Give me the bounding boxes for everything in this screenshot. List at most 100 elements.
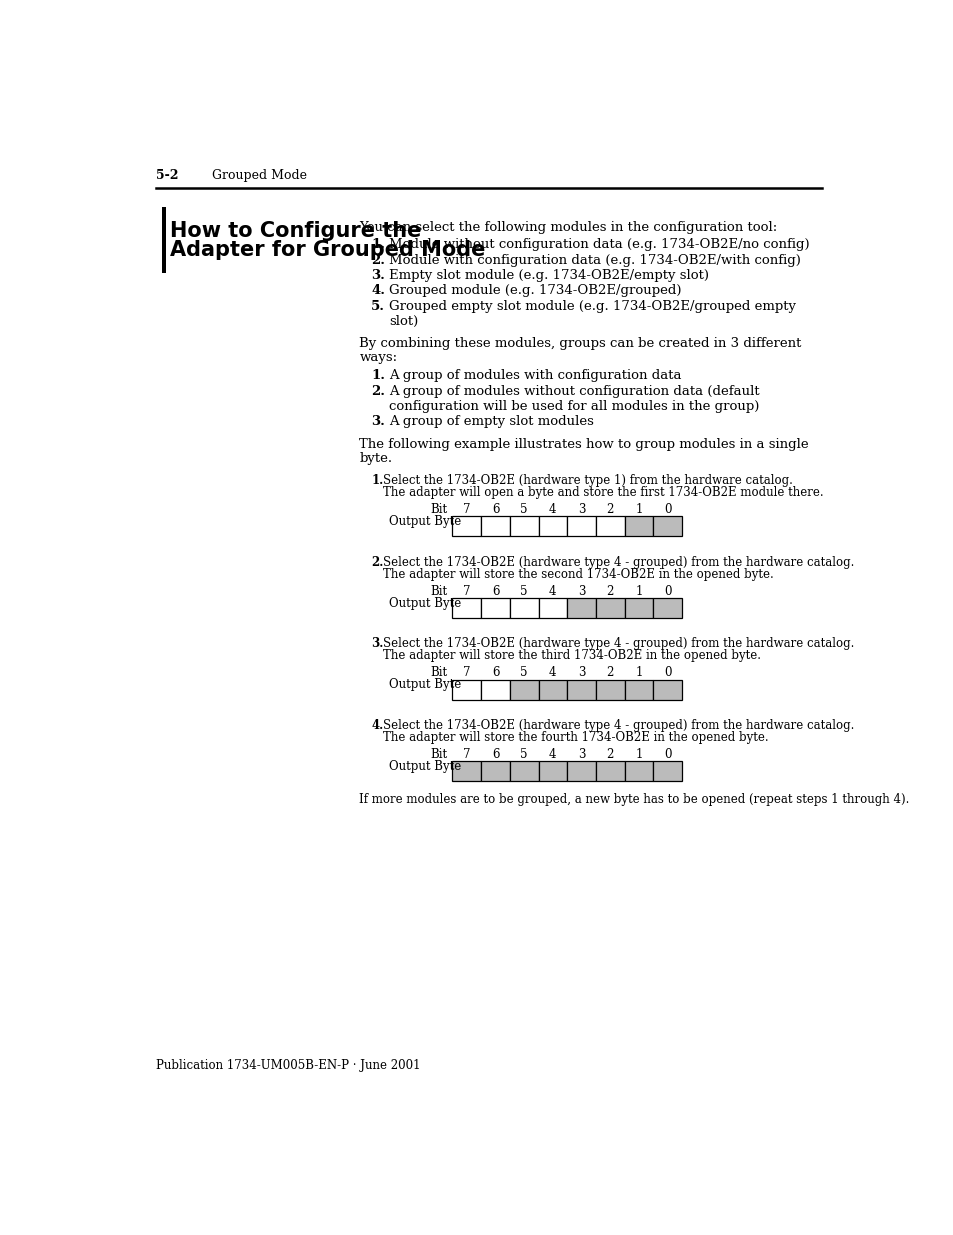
Text: 7: 7 <box>462 667 470 679</box>
Text: 2: 2 <box>606 503 614 516</box>
Text: A group of modules with configuration data: A group of modules with configuration da… <box>389 369 680 382</box>
Bar <box>596 598 624 618</box>
Text: 2: 2 <box>606 667 614 679</box>
Text: slot): slot) <box>389 315 417 329</box>
Bar <box>624 598 653 618</box>
Bar <box>509 679 537 699</box>
Text: 5-2: 5-2 <box>155 169 178 182</box>
Text: Grouped module (e.g. 1734-OB2E/grouped): Grouped module (e.g. 1734-OB2E/grouped) <box>389 284 680 298</box>
Bar <box>567 679 596 699</box>
Bar <box>162 207 166 273</box>
Text: Output Byte: Output Byte <box>389 597 460 610</box>
Bar <box>480 679 509 699</box>
Text: Bit: Bit <box>431 503 448 516</box>
Bar <box>653 516 681 536</box>
Text: 3.: 3. <box>371 269 385 282</box>
Text: 1.: 1. <box>371 474 383 487</box>
Text: 2: 2 <box>606 585 614 598</box>
Text: 3: 3 <box>578 667 585 679</box>
Text: 4: 4 <box>549 748 556 761</box>
Text: 7: 7 <box>462 585 470 598</box>
Text: How to Configure the: How to Configure the <box>171 221 421 241</box>
Bar <box>624 761 653 782</box>
Bar <box>567 598 596 618</box>
Text: 0: 0 <box>663 667 671 679</box>
Text: If more modules are to be grouped, a new byte has to be opened (repeat steps 1 t: If more modules are to be grouped, a new… <box>359 793 909 805</box>
Text: 1.: 1. <box>371 238 385 251</box>
Bar <box>537 679 567 699</box>
Text: 4: 4 <box>549 667 556 679</box>
Text: 3: 3 <box>578 503 585 516</box>
Text: The adapter will store the fourth 1734-OB2E in the opened byte.: The adapter will store the fourth 1734-O… <box>382 731 767 745</box>
Text: byte.: byte. <box>359 452 393 466</box>
Bar <box>653 679 681 699</box>
Text: Select the 1734-OB2E (hardware type 4 - grouped) from the hardware catalog.: Select the 1734-OB2E (hardware type 4 - … <box>382 637 853 650</box>
Text: 3.: 3. <box>371 637 383 650</box>
Text: 6: 6 <box>491 748 498 761</box>
Text: 6: 6 <box>491 585 498 598</box>
Text: 6: 6 <box>491 667 498 679</box>
Bar <box>480 761 509 782</box>
Text: 4.: 4. <box>371 719 383 732</box>
Text: Adapter for Grouped Mode: Adapter for Grouped Mode <box>171 240 485 259</box>
Text: The adapter will store the third 1734-OB2E in the opened byte.: The adapter will store the third 1734-OB… <box>382 650 760 662</box>
Bar <box>452 598 480 618</box>
Bar <box>509 516 537 536</box>
Text: Empty slot module (e.g. 1734-OB2E/empty slot): Empty slot module (e.g. 1734-OB2E/empty … <box>389 269 708 282</box>
Bar <box>537 761 567 782</box>
Text: 5: 5 <box>520 585 527 598</box>
Bar <box>537 598 567 618</box>
Text: 5: 5 <box>520 667 527 679</box>
Text: Bit: Bit <box>431 667 448 679</box>
Bar <box>509 598 537 618</box>
Bar <box>537 516 567 536</box>
Text: By combining these modules, groups can be created in 3 different: By combining these modules, groups can b… <box>359 337 801 350</box>
Bar <box>509 761 537 782</box>
Text: 1: 1 <box>635 748 642 761</box>
Text: Publication 1734-UM005B-EN-P · June 2001: Publication 1734-UM005B-EN-P · June 2001 <box>155 1060 419 1072</box>
Text: 2.: 2. <box>371 384 385 398</box>
Bar <box>653 598 681 618</box>
Text: Output Byte: Output Byte <box>389 760 460 773</box>
Bar <box>624 516 653 536</box>
Bar <box>480 598 509 618</box>
Bar <box>452 761 480 782</box>
Text: The adapter will store the second 1734-OB2E in the opened byte.: The adapter will store the second 1734-O… <box>382 568 773 580</box>
Text: 0: 0 <box>663 748 671 761</box>
Bar <box>596 679 624 699</box>
Text: 0: 0 <box>663 585 671 598</box>
Bar <box>624 679 653 699</box>
Text: A group of empty slot modules: A group of empty slot modules <box>389 415 593 429</box>
Text: 2.: 2. <box>371 253 385 267</box>
Bar <box>567 761 596 782</box>
Text: 0: 0 <box>663 503 671 516</box>
Text: Grouped Mode: Grouped Mode <box>212 169 307 182</box>
Text: Select the 1734-OB2E (hardware type 4 - grouped) from the hardware catalog.: Select the 1734-OB2E (hardware type 4 - … <box>382 556 853 568</box>
Bar <box>653 761 681 782</box>
Text: 5: 5 <box>520 748 527 761</box>
Text: You can select the following modules in the configuration tool:: You can select the following modules in … <box>359 221 777 235</box>
Bar <box>452 679 480 699</box>
Text: 2.: 2. <box>371 556 383 568</box>
Bar <box>480 516 509 536</box>
Text: 3: 3 <box>578 585 585 598</box>
Text: 1: 1 <box>635 503 642 516</box>
Text: 1: 1 <box>635 585 642 598</box>
Text: 1: 1 <box>635 667 642 679</box>
Text: Select the 1734-OB2E (hardware type 4 - grouped) from the hardware catalog.: Select the 1734-OB2E (hardware type 4 - … <box>382 719 853 732</box>
Text: 4: 4 <box>549 503 556 516</box>
Text: 1.: 1. <box>371 369 385 382</box>
Text: The following example illustrates how to group modules in a single: The following example illustrates how to… <box>359 438 808 452</box>
Text: 7: 7 <box>462 503 470 516</box>
Text: configuration will be used for all modules in the group): configuration will be used for all modul… <box>389 400 759 412</box>
Text: 5.: 5. <box>371 300 385 312</box>
Text: Output Byte: Output Byte <box>389 678 460 692</box>
Text: Bit: Bit <box>431 748 448 761</box>
Text: 3.: 3. <box>371 415 385 429</box>
Text: 4: 4 <box>549 585 556 598</box>
Bar <box>567 516 596 536</box>
Text: Bit: Bit <box>431 585 448 598</box>
Text: 2: 2 <box>606 748 614 761</box>
Text: Module with configuration data (e.g. 1734-OB2E/with config): Module with configuration data (e.g. 173… <box>389 253 800 267</box>
Text: The adapter will open a byte and store the first 1734-OB2E module there.: The adapter will open a byte and store t… <box>382 487 822 499</box>
